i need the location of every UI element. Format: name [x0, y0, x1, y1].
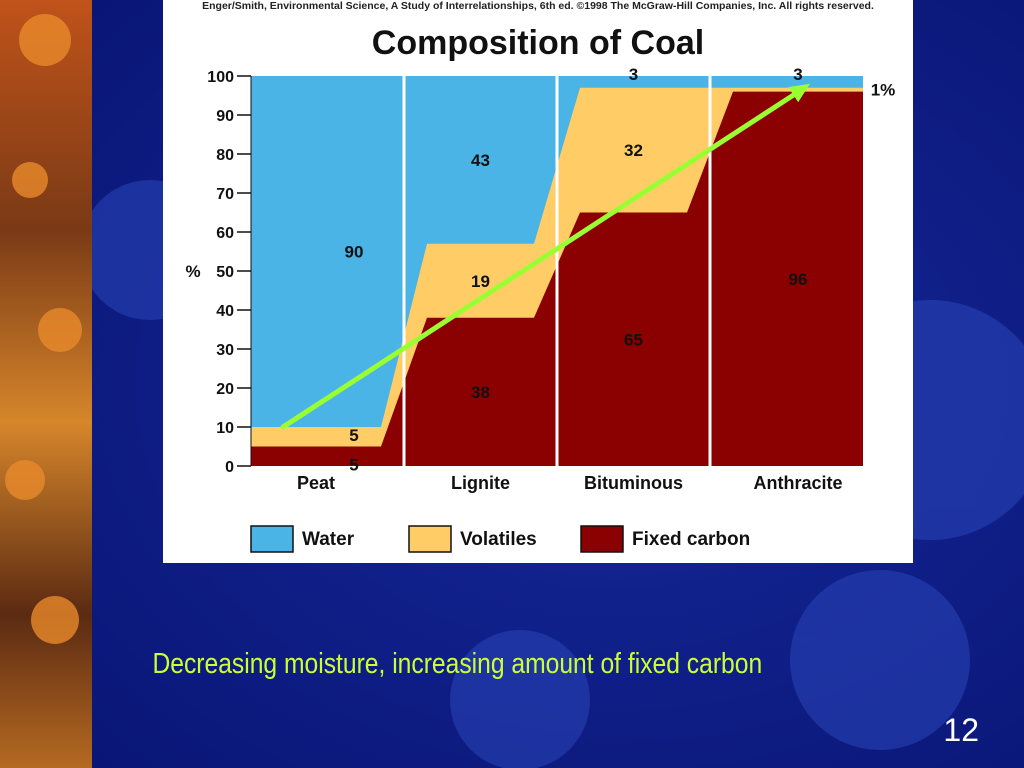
y-tick-label: 10	[216, 420, 234, 437]
segment-label-fixed-carbon: 96	[789, 270, 808, 289]
segment-label-water: 3	[793, 65, 802, 84]
segment-label-fixed-carbon: 5	[349, 455, 358, 474]
chart-panel: Enger/Smith, Environmental Science, A St…	[163, 0, 913, 563]
slide-caption: Decreasing moisture, increasing amount o…	[152, 648, 763, 680]
chart-title: Composition of Coal	[372, 24, 704, 62]
segment-label-volatiles: 1%	[871, 81, 896, 100]
page-number: 12	[943, 712, 979, 748]
legend-swatch	[580, 525, 624, 553]
y-tick-label: 30	[216, 342, 234, 359]
trend-arrow-line	[280, 88, 803, 430]
coal-composition-chart: Enger/Smith, Environmental Science, A St…	[185, 0, 896, 553]
y-tick-label: 60	[216, 225, 234, 242]
segment-label-fixed-carbon: 38	[471, 383, 490, 402]
y-tick-label: 90	[216, 108, 234, 125]
segment-label-volatiles: 5	[349, 426, 358, 445]
y-tick-label: 0	[225, 459, 234, 476]
y-tick-label: 50	[216, 264, 234, 281]
segment-label-fixed-carbon: 65	[624, 330, 643, 349]
chart-credit: Enger/Smith, Environmental Science, A St…	[202, 0, 874, 12]
y-tick-label: 20	[216, 381, 234, 398]
category-label: Bituminous	[584, 473, 683, 493]
legend-swatch	[408, 525, 452, 553]
legend-swatch	[250, 525, 294, 553]
category-label: Anthracite	[753, 473, 842, 493]
category-label: Lignite	[451, 473, 510, 493]
segment-label-volatiles: 32	[624, 141, 643, 160]
segment-label-water: 43	[471, 151, 490, 170]
y-axis-label: %	[185, 262, 200, 281]
legend-label: Volatiles	[460, 529, 537, 550]
segment-label-water: 90	[345, 243, 364, 262]
y-tick-label: 70	[216, 186, 234, 203]
y-tick-label: 40	[216, 303, 234, 320]
trend-arrowhead-icon	[788, 83, 810, 103]
legend-label: Fixed carbon	[632, 529, 750, 550]
y-tick-label: 80	[216, 147, 234, 164]
segment-label-volatiles: 19	[471, 272, 490, 291]
y-tick-label: 100	[207, 69, 234, 86]
legend-label: Water	[302, 529, 355, 550]
category-label: Peat	[297, 473, 335, 493]
segment-label-water: 3	[629, 65, 638, 84]
